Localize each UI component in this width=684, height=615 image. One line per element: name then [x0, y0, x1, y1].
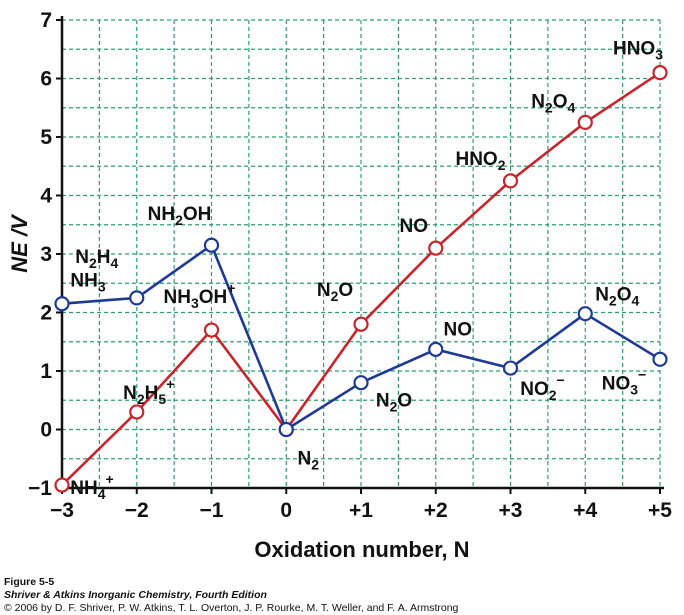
- data-point-base: [652, 351, 668, 367]
- figure-number: Figure 5-5: [4, 576, 55, 588]
- data-point-base: [278, 421, 294, 438]
- data-point-base: [203, 237, 220, 253]
- tick-labels: −3 −2 −1 0 +1 +2 +3 +4 +5 −1 0 1 2 3 4 5 6 7: [28, 9, 672, 522]
- y-axis-title: NE /V: [7, 213, 32, 273]
- y-tick-label: 1: [40, 360, 52, 383]
- species-label-base: N2H4: [75, 247, 118, 271]
- y-tick-label: 7: [40, 9, 52, 32]
- data-point-acid: [129, 404, 145, 420]
- book-title: Shriver & Atkins Inorganic Chemistry, Fo…: [4, 589, 267, 601]
- frost-diagram: −3 −2 −1 0 +1 +2 +3 +4 +5 −1 0 1 2 3 4 5 6 7 NH4+ N2H5+ NH3…: [7, 9, 672, 562]
- x-tick-label: +5: [648, 499, 672, 522]
- species-label-base: NH2OH: [148, 204, 212, 228]
- y-tick-label: 0: [40, 419, 52, 442]
- x-tick-label: +1: [349, 499, 373, 522]
- species-label-acid: N2H5+: [123, 376, 174, 407]
- species-label-acid: NO: [400, 216, 429, 237]
- species-label-acid: HNO2: [455, 149, 505, 173]
- y-tick-label: 3: [40, 243, 52, 266]
- data-point-acid: [428, 240, 444, 256]
- x-tick-label: +3: [499, 499, 523, 522]
- data-point-base: [428, 341, 444, 357]
- axes: [56, 16, 664, 494]
- species-label-base: NH3: [70, 271, 105, 295]
- data-point-acid: [502, 173, 519, 189]
- species-label-acid: N2O4: [531, 91, 575, 115]
- data-point-base: [54, 296, 70, 312]
- y-tick-label: 5: [40, 126, 52, 149]
- species-label-base: NO: [444, 319, 473, 340]
- x-tick-label: −2: [125, 499, 149, 522]
- species-label-acid: NH4+: [70, 471, 113, 502]
- copyright-notice: © 2006 by D. F. Shriver, P. W. Atkins, T…: [4, 602, 459, 614]
- data-point-acid: [577, 114, 593, 130]
- data-point-acid: [652, 65, 668, 81]
- y-tick-label: 6: [40, 68, 52, 91]
- species-label-acid: HNO3: [613, 39, 663, 63]
- species-label-base: NO3−: [602, 366, 646, 397]
- species-label-acid: N2O: [317, 280, 353, 304]
- species-label-base: NO2−: [520, 372, 564, 403]
- y-tick-label: 2: [40, 302, 52, 325]
- grid-lines: [62, 19, 661, 488]
- data-point-base: [577, 306, 593, 322]
- x-tick-label: −1: [200, 499, 224, 522]
- x-tick-label: −3: [50, 499, 74, 522]
- x-tick-label: +2: [424, 499, 448, 522]
- data-points: [54, 65, 668, 493]
- x-tick-label: 0: [280, 499, 292, 522]
- species-labels: NH4+ N2H5+ NH3OH+ N2 N2O NO HNO2 N2O4 HNO3 NH3N2H…: [70, 39, 663, 502]
- data-point-base: [353, 375, 369, 391]
- data-point-acid: [54, 477, 70, 493]
- data-point-acid: [203, 322, 220, 338]
- data-point-base: [129, 290, 145, 306]
- data-point-base: [502, 360, 519, 376]
- species-label-base: N2O: [376, 391, 412, 415]
- x-axis-title: Oxidation number, N: [254, 537, 469, 562]
- y-tick-label: −1: [28, 477, 52, 500]
- species-label-acid: NH3OH+: [164, 280, 236, 311]
- y-tick-label: 4: [40, 185, 52, 208]
- x-tick-label: +4: [573, 499, 597, 522]
- data-point-acid: [353, 316, 369, 332]
- species-label-acid: N2: [297, 449, 319, 473]
- species-label-base: N2O4: [595, 285, 639, 309]
